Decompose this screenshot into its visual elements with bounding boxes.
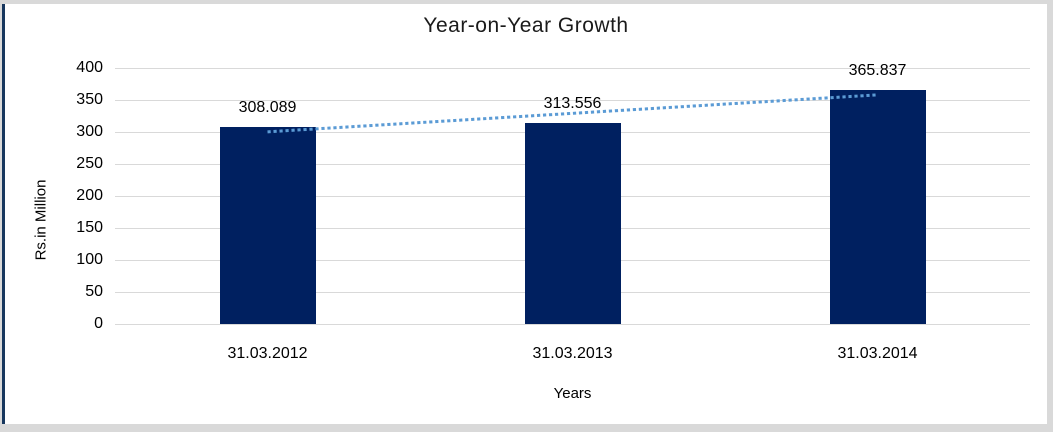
x-axis-title: Years — [553, 385, 592, 402]
bar-value-label: 365.837 — [848, 61, 907, 79]
gridline-350 — [115, 99, 1030, 101]
bar-value-label: 308.089 — [238, 98, 297, 116]
chart-area: Year-on-Year Growth Rs.in Million Years … — [2, 4, 1047, 424]
gridline-400 — [115, 67, 1030, 69]
y-tick-label-400: 400 — [76, 59, 103, 76]
bar-value-label: 313.556 — [543, 95, 602, 113]
bar-31.03.2014 — [829, 89, 926, 324]
y-tick-label-200: 200 — [76, 187, 103, 204]
y-tick-label-150: 150 — [76, 219, 103, 236]
bar-31.03.2013 — [524, 123, 621, 324]
chart-title: Year-on-Year Growth — [423, 14, 629, 37]
y-tick-label-350: 350 — [76, 91, 103, 108]
y-tick-label-0: 0 — [94, 315, 103, 332]
x-tick-label-31.03.2012: 31.03.2012 — [227, 345, 308, 362]
y-tick-label-100: 100 — [76, 251, 103, 268]
bar-31.03.2012 — [219, 126, 316, 324]
x-tick-label-31.03.2014: 31.03.2014 — [837, 345, 918, 362]
trendline — [267, 93, 878, 134]
gridline-0 — [115, 323, 1030, 325]
y-tick-label-50: 50 — [85, 283, 103, 300]
x-tick-label-31.03.2013: 31.03.2013 — [532, 345, 613, 362]
y-tick-label-250: 250 — [76, 155, 103, 172]
y-tick-label-300: 300 — [76, 123, 103, 140]
